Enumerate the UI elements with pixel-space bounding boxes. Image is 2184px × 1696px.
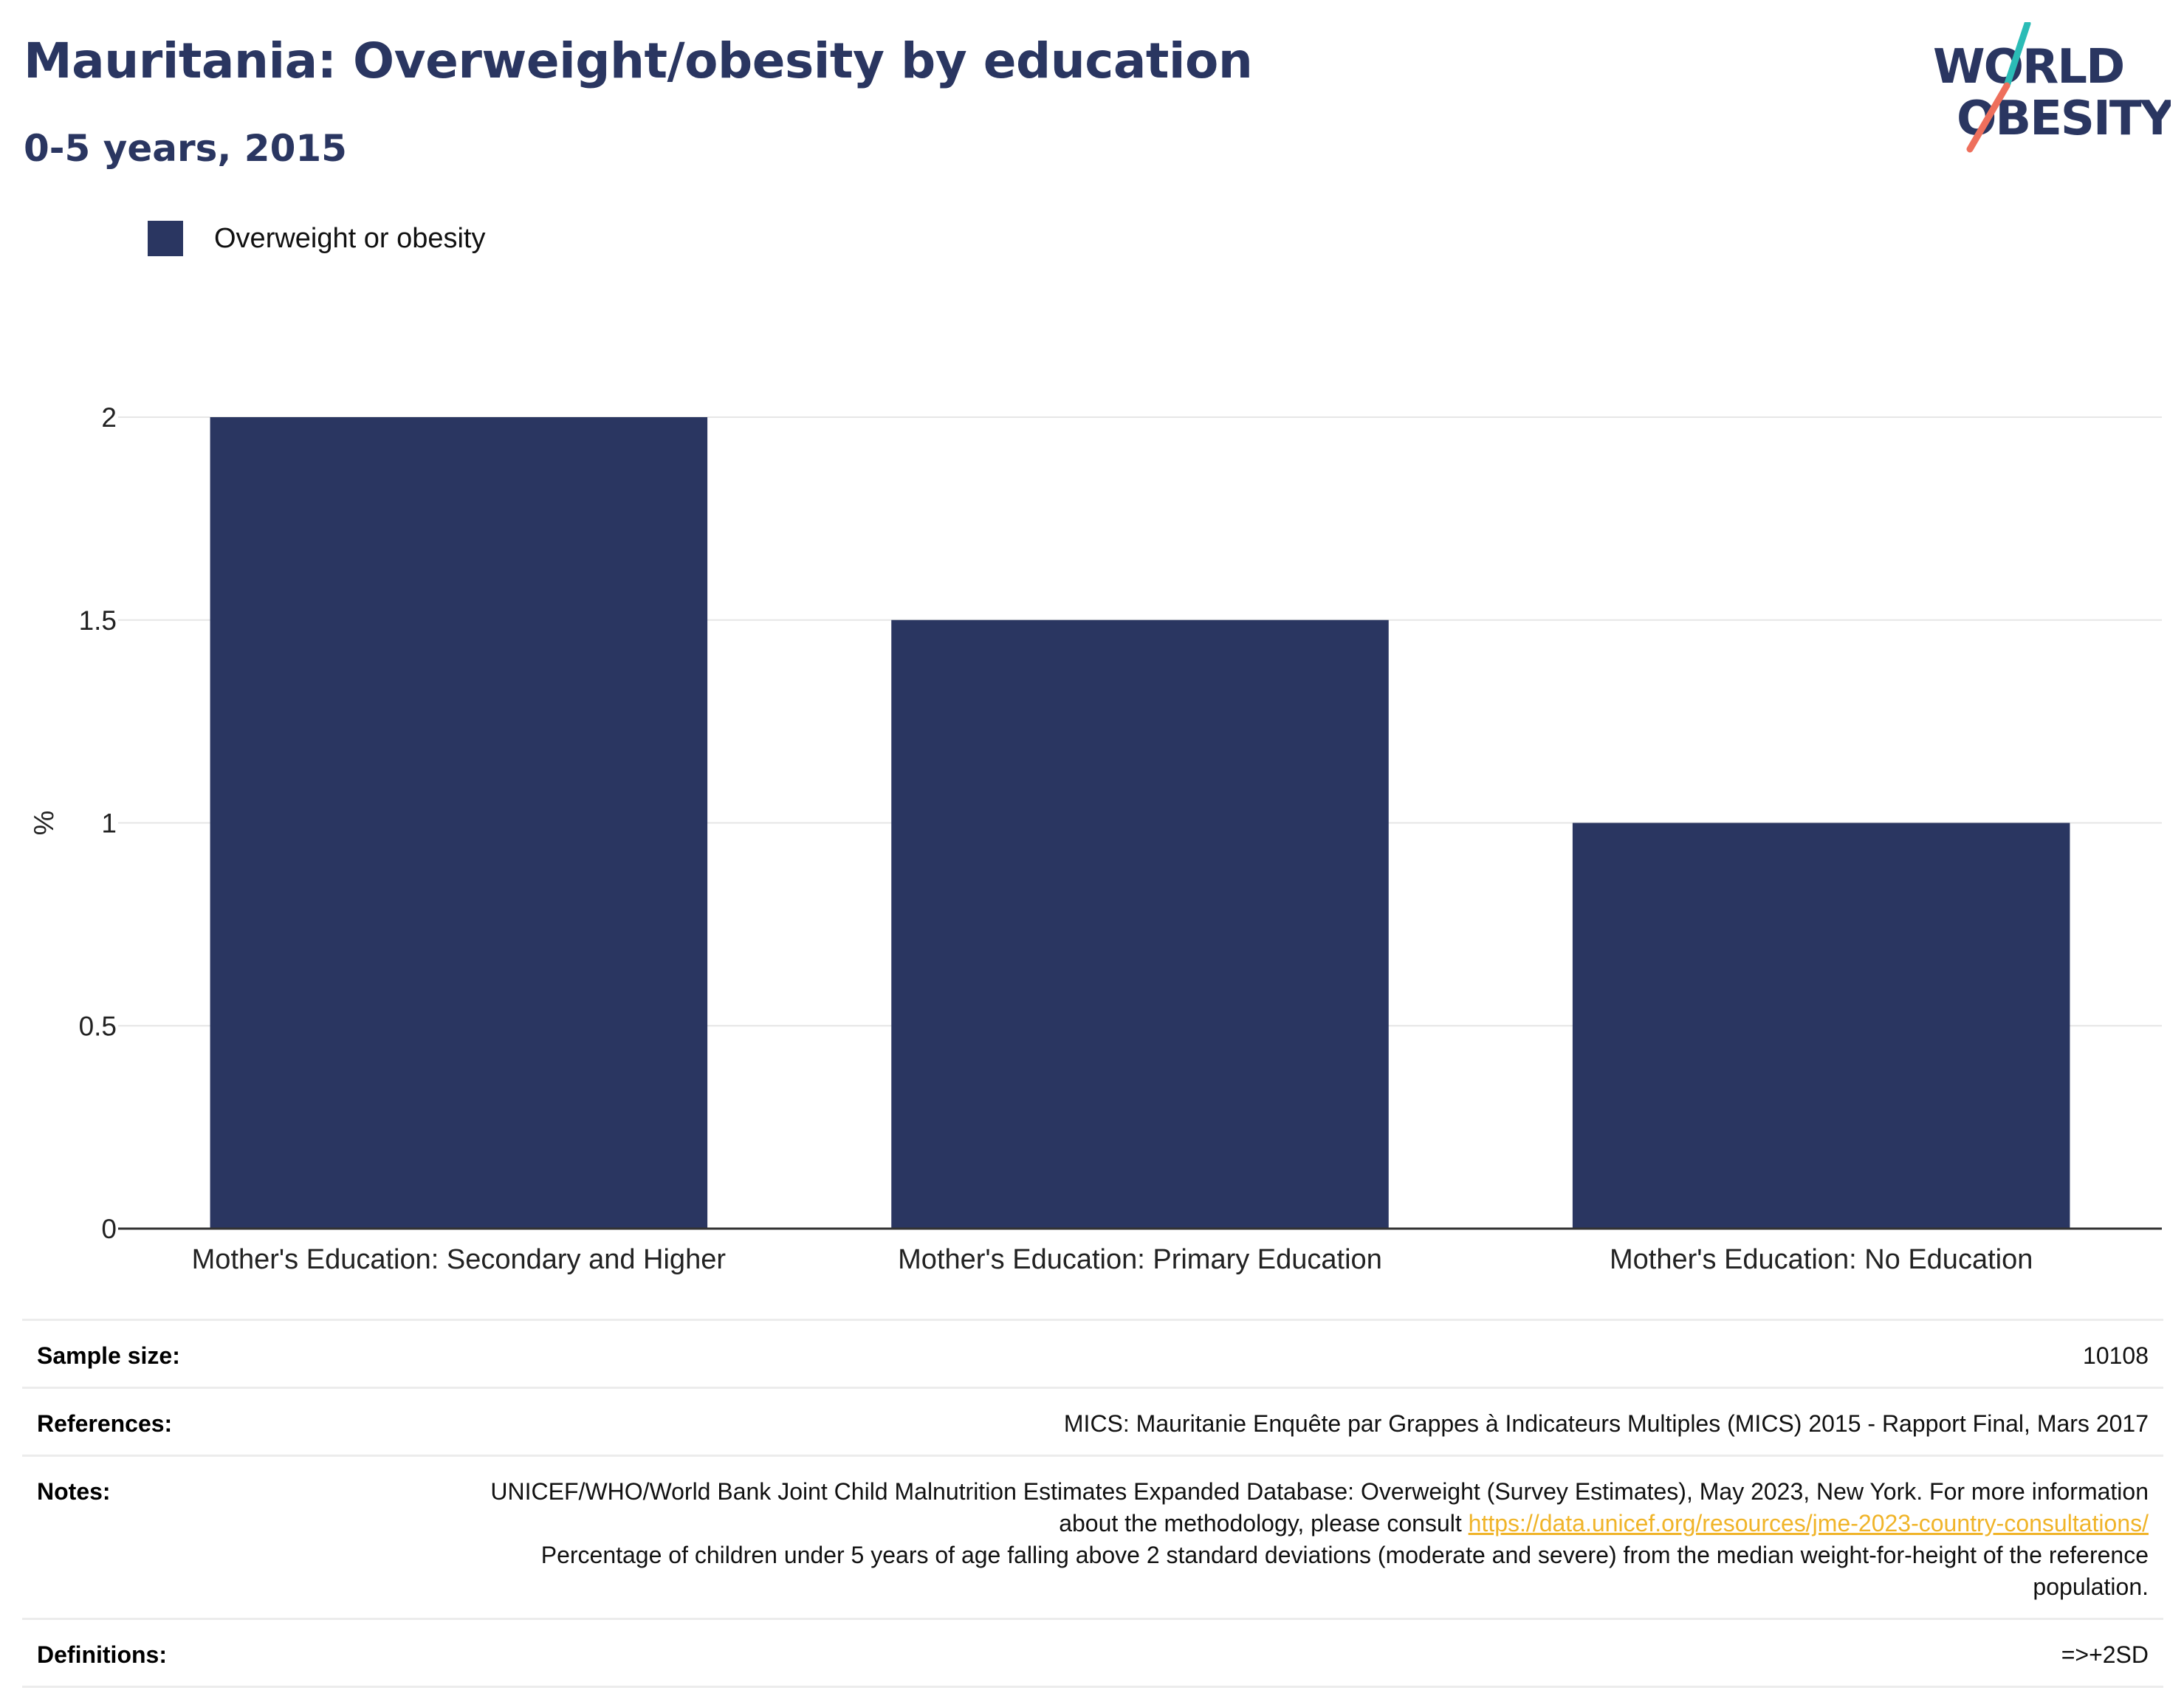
legend-swatch	[148, 221, 183, 256]
chart-legend[interactable]: Overweight or obesity	[148, 220, 486, 257]
bar	[1572, 823, 2070, 1229]
info-row-references: References: MICS: Mauritanie Enquête par…	[22, 1387, 2163, 1455]
world-obesity-logo: WORLD OBESITY	[1933, 22, 2171, 153]
chart-title: Mauritania: Overweight/obesity by educat…	[24, 32, 1253, 89]
y-tick-label: 0.5	[79, 1011, 117, 1041]
legend-label: Overweight or obesity	[214, 222, 486, 254]
y-axis-title: %	[29, 811, 60, 836]
sample-size-value: 10108	[2083, 1342, 2149, 1369]
info-table: Sample size: 10108 References: MICS: Mau…	[22, 1319, 2163, 1688]
notes-value: UNICEF/WHO/World Bank Joint Child Malnut…	[450, 1476, 2149, 1603]
y-tick-label: 1.5	[79, 605, 117, 636]
references-label: References:	[37, 1410, 173, 1437]
notes-link[interactable]: https://data.unicef.org/resources/jme-20…	[1468, 1510, 2149, 1537]
bar	[210, 417, 708, 1229]
y-tick-label: 0	[101, 1214, 117, 1244]
x-category-label: Mother's Education: No Education	[1610, 1244, 2033, 1275]
definitions-value: =>+2SD	[2061, 1641, 2149, 1668]
definitions-label: Definitions:	[37, 1641, 167, 1668]
references-value: MICS: Mauritanie Enquête par Grappes à I…	[1063, 1410, 2149, 1437]
x-category-label: Mother's Education: Primary Education	[898, 1244, 1382, 1275]
x-category-label: Mother's Education: Secondary and Higher	[192, 1244, 727, 1275]
info-row-sample-size: Sample size: 10108	[22, 1319, 2163, 1387]
sample-size-label: Sample size:	[37, 1342, 180, 1369]
info-row-definitions: Definitions: =>+2SD	[22, 1618, 2163, 1688]
notes-text: UNICEF/WHO/World Bank Joint Child Malnut…	[490, 1478, 2149, 1537]
y-tick-label: 2	[101, 402, 117, 433]
y-tick-label: 1	[101, 808, 117, 839]
logo-slash-top	[2003, 22, 2031, 89]
logo-text-line1: WORLD	[1933, 40, 2123, 95]
logo-text-line2: OBESITY	[1957, 92, 2171, 146]
notes-text-definition: Percentage of children under 5 years of …	[540, 1542, 2149, 1600]
info-row-notes: Notes: UNICEF/WHO/World Bank Joint Child…	[22, 1455, 2163, 1618]
bar-chart: 0 0.5 1 1.5 2% Mother's Education: Secondary …	[29, 402, 2162, 1275]
logo-slash-bottom	[1966, 82, 2010, 153]
bar	[891, 619, 1389, 1229]
notes-label: Notes:	[37, 1478, 111, 1505]
chart-subtitle: 0-5 years, 2015	[24, 127, 347, 170]
